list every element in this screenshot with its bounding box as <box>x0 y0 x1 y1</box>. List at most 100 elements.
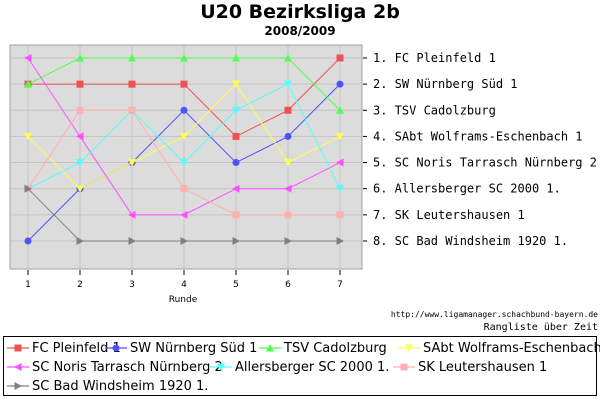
data-point <box>76 106 84 114</box>
data-point <box>128 54 136 62</box>
source-url: http://www.ligamanager.schachbund-bayern… <box>390 310 598 319</box>
legend-label: TSV Cadolzburg <box>284 340 387 356</box>
legend-item: SW Nürnberg Süd 1 <box>105 339 257 357</box>
data-point <box>180 54 188 62</box>
data-point <box>336 80 344 88</box>
series-sc-noris-tarrasch-n-rnberg-2 <box>24 54 344 219</box>
legend-swatch <box>393 363 415 371</box>
data-point <box>232 211 240 219</box>
data-point <box>76 54 84 62</box>
data-point <box>284 236 292 245</box>
data-point <box>76 159 84 167</box>
x-tick-label: 6 <box>285 280 291 290</box>
legend-item: SK Leutershausen 1 <box>393 358 547 376</box>
data-point <box>284 54 292 62</box>
data-point <box>128 210 136 219</box>
legend-marker <box>14 344 22 352</box>
legend-marker <box>112 344 120 352</box>
data-point <box>76 80 84 88</box>
data-point <box>232 106 240 115</box>
x-axis-title: Runde <box>169 295 198 305</box>
rank-label: 5. SC Noris Tarrasch Nürnberg 2 <box>373 156 597 170</box>
data-point <box>180 185 188 193</box>
legend-item: Allersberger SC 2000 1. <box>210 358 389 376</box>
data-point <box>336 185 344 193</box>
legend-label: SW Nürnberg Süd 1 <box>130 340 258 356</box>
legend-swatch <box>7 363 29 371</box>
rank-label: 1. FC Pleinfeld 1 <box>373 51 496 65</box>
data-point <box>180 80 188 88</box>
data-point <box>180 106 188 114</box>
rank-label: 3. TSV Cadolzburg <box>373 103 496 117</box>
data-point <box>76 185 84 193</box>
data-point <box>284 184 292 193</box>
legend-swatch <box>7 382 29 390</box>
legend-item: SAbt Wolframs-Eschenbach 1 <box>398 339 600 357</box>
legend-swatch <box>259 344 281 352</box>
data-point <box>336 211 344 219</box>
legend-marker <box>14 382 22 390</box>
data-point <box>336 158 344 167</box>
rank-label: 8. SC Bad Windsheim 1920 1. <box>373 234 568 248</box>
legend-marker <box>217 363 225 371</box>
data-point <box>24 80 32 88</box>
x-tick-label: 7 <box>337 280 343 290</box>
rank-labels: 1. FC Pleinfeld 1 2. SW Nürnberg Süd 1 3. … <box>363 51 597 248</box>
data-point <box>232 159 240 167</box>
legend-marker <box>14 363 22 371</box>
x-tick-label: 2 <box>77 280 83 290</box>
data-point <box>76 132 84 141</box>
data-point <box>336 54 344 62</box>
rank-label: 4. SAbt Wolframs-Eschenbach 1 <box>373 129 583 143</box>
series-group <box>24 54 344 245</box>
data-point <box>76 236 84 245</box>
legend-item: SC Noris Tarrasch Nürnberg 2 <box>7 358 223 376</box>
x-tick-label: 1 <box>25 280 31 290</box>
data-point <box>128 106 136 114</box>
legend-marker <box>400 363 408 371</box>
series-allersberger-sc-2000-1- <box>24 80 344 193</box>
series-tsv-cadolzburg <box>24 54 344 114</box>
rank-label: 2. SW Nürnberg Süd 1 <box>373 77 518 91</box>
legend-item: TSV Cadolzburg <box>259 339 387 357</box>
legend-swatch <box>398 344 420 352</box>
legend-swatch <box>210 363 232 371</box>
data-point <box>180 132 188 141</box>
data-point <box>284 80 292 89</box>
rank-label: 7. SK Leutershausen 1 <box>373 208 525 222</box>
legend-label: SK Leutershausen 1 <box>418 359 548 375</box>
legend-label: SC Bad Windsheim 1920 1. <box>32 378 209 394</box>
series-sc-bad-windsheim-1920-1- <box>24 184 344 245</box>
chart-subtitle: 2008/2009 <box>264 24 336 38</box>
data-point <box>284 106 292 114</box>
series-sabt-wolframs-eschenbach-1 <box>24 80 344 193</box>
data-point <box>232 184 240 193</box>
data-point <box>232 132 240 140</box>
line-chart: 1 2 3 4 5 6 7 1. FC Pleinfeld 1 2. SW Nürnberg … <box>9 44 597 305</box>
data-point <box>232 54 240 62</box>
legend-item: SC Bad Windsheim 1920 1. <box>7 377 208 395</box>
data-point <box>180 210 188 219</box>
data-point <box>128 236 136 245</box>
chart-title: U20 Bezirksliga 2b <box>200 1 400 23</box>
data-point <box>24 54 32 62</box>
data-point <box>232 236 240 245</box>
legend-label: Allersberger SC 2000 1. <box>235 359 390 375</box>
data-point <box>128 80 136 88</box>
legend: FC Pleinfeld 1 SW Nürnberg Süd 1 TSV Cadol… <box>3 336 600 396</box>
source-note: Rangliste über Zeit <box>483 322 598 333</box>
axes: 1 2 3 4 5 6 7 <box>25 270 343 290</box>
legend-swatch <box>7 344 29 352</box>
data-point <box>180 236 188 245</box>
data-point <box>24 184 32 193</box>
data-point <box>284 159 292 167</box>
data-point <box>24 237 32 245</box>
legend-swatch <box>105 344 127 352</box>
data-point <box>128 159 136 167</box>
data-point <box>284 211 292 219</box>
plot-area <box>9 44 363 270</box>
data-point <box>336 236 344 245</box>
legend-label: SC Noris Tarrasch Nürnberg 2 <box>32 359 223 375</box>
data-point <box>336 106 344 114</box>
legend-label: SAbt Wolframs-Eschenbach 1 <box>423 340 600 356</box>
